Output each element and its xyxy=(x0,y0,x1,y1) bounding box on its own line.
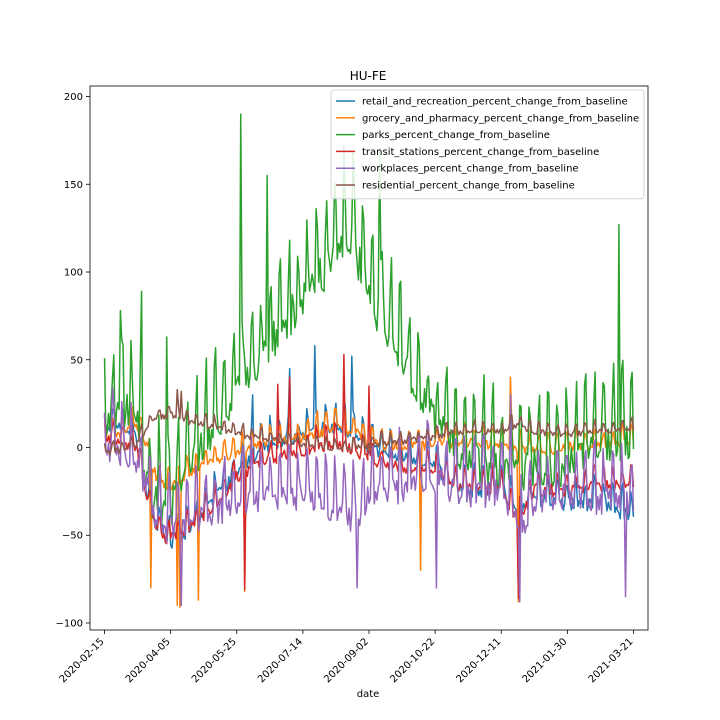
chart-title: HU-FE xyxy=(350,69,387,83)
series-line-6 xyxy=(103,388,635,456)
y-tick-label: 50 xyxy=(70,355,83,366)
y-tick-label: 0 xyxy=(77,443,83,454)
legend-entry: workplaces_percent_change_from_baseline xyxy=(362,164,579,175)
series-line-2 xyxy=(103,376,635,608)
legend-box xyxy=(330,89,645,200)
y-tick-label: 200 xyxy=(64,92,83,103)
series-group xyxy=(103,113,635,608)
legend-entry: transit_stations_percent_change_from_bas… xyxy=(362,147,599,158)
y-tick-label: −50 xyxy=(62,531,83,542)
x-axis-label: date xyxy=(357,689,380,700)
legend: retail_and_recreation_percent_change_fro… xyxy=(330,89,645,200)
legend-entry: retail_and_recreation_percent_change_fro… xyxy=(362,97,628,108)
series-line-5 xyxy=(103,387,635,607)
y-axis: −100 −50 0 50 100 150 200 xyxy=(56,92,90,629)
series-line-4 xyxy=(103,353,635,600)
legend-entry: grocery_and_pharmacy_percent_change_from… xyxy=(362,113,639,124)
y-tick-label: 100 xyxy=(64,268,83,279)
y-tick-label: 150 xyxy=(64,180,83,191)
legend-entry: residential_percent_change_from_baseline xyxy=(362,181,575,192)
series-line-3 xyxy=(103,113,635,529)
y-tick-label: −100 xyxy=(56,618,83,629)
legend-entry: parks_percent_change_from_baseline xyxy=(362,130,550,141)
